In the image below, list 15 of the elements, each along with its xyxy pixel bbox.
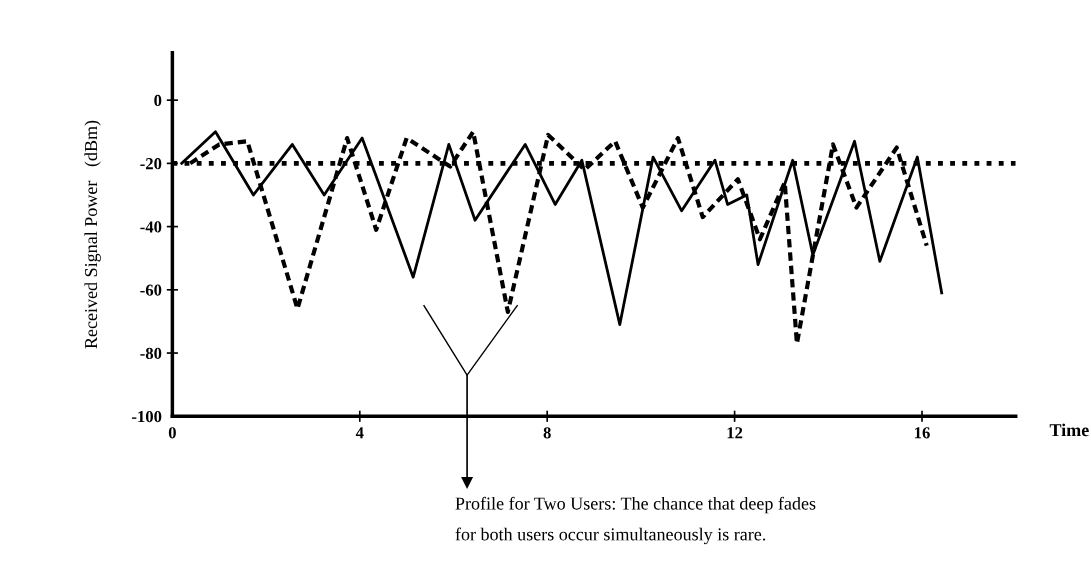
y-tick-label: -100	[132, 410, 162, 423]
x-tick-label: 0	[168, 427, 176, 439]
text: for both users occur simultaneously is rare.	[455, 527, 766, 545]
x-axis-title: Time	[1049, 423, 1089, 437]
y-tick-label: 0	[154, 94, 162, 107]
y-axis-title: Received Signal Power (dBm)	[84, 120, 101, 349]
y-tick-label: -20	[140, 158, 162, 170]
x-tick-label: 12	[727, 427, 743, 439]
y-tick-label: -80	[140, 347, 162, 359]
x-tick-label: 16	[915, 427, 930, 439]
text: Profile for Two Users: The chance that deep fades	[455, 496, 816, 514]
x-tick-label: 8	[543, 427, 551, 439]
x-tick-label: 4	[355, 427, 364, 439]
y-tick-label: -60	[140, 284, 162, 296]
y-tick-label: -40	[140, 221, 162, 233]
